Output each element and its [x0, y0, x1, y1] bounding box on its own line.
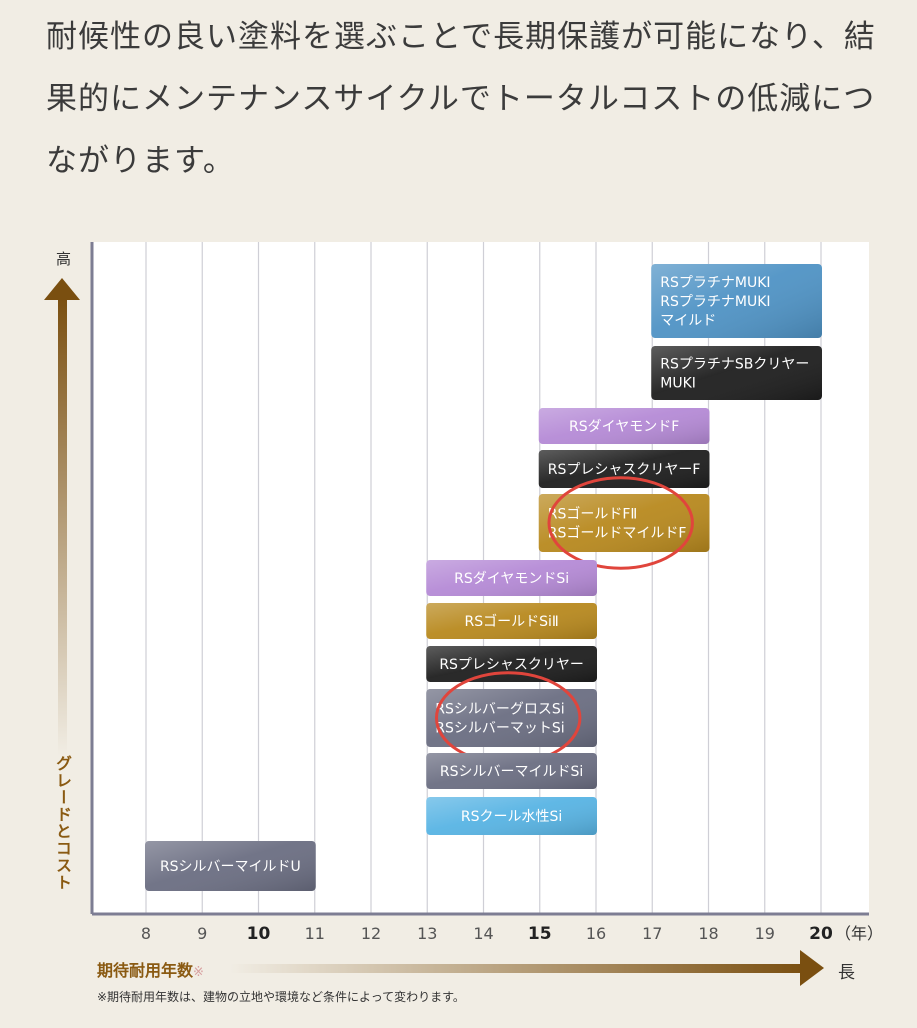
x-tick-label-16: 16	[586, 924, 606, 943]
x-tick-label-9: 9	[197, 924, 207, 943]
bar-label-8-1: RSプレシャスクリヤー	[439, 657, 584, 673]
y-axis-label: グレードとコスト	[53, 755, 72, 891]
bar-11: RSクール水性Si	[426, 797, 597, 835]
y-axis-top-label: 高	[56, 250, 72, 268]
intro-paragraph: 耐候性の良い塗料を選ぶことで長期保護が可能になり、結果的にメンテナンスサイクルで…	[46, 19, 876, 179]
bar-3: RSダイヤモンドF	[538, 408, 710, 444]
x-tick-label-17: 17	[642, 924, 662, 943]
bar-label-3-1: RSダイヤモンドF	[569, 419, 679, 435]
bar-label-9-1: RSシルバーグロスSi	[435, 702, 564, 718]
x-tick-label-10: 10	[247, 924, 271, 944]
bar-gloss-8	[426, 646, 597, 682]
durability-chart: 8 9 10 11 12 13 14 15 16 17 18 19 20 （年） RSプラチナMUKIRS…	[44, 242, 883, 986]
x-tick-label-15: 15	[528, 924, 552, 944]
y-axis-arrow-shaft	[58, 296, 67, 756]
bar-label-1-3: マイルド	[660, 313, 716, 329]
bar-gloss-1	[651, 264, 822, 338]
bar-5: RSゴールドFⅡ RSゴールドマイルドF	[538, 476, 710, 570]
x-axis-arrow-head	[800, 950, 824, 986]
x-axis-title-text: 期待耐用年数	[97, 961, 194, 980]
bar-gloss-9	[426, 689, 597, 747]
bar-label-2-1: RSプラチナSBクリヤー	[660, 357, 809, 373]
bar-7: RSゴールドSiⅡ	[426, 603, 597, 639]
x-axis-end-label: 長	[838, 963, 855, 983]
x-axis-arrow-shaft	[230, 964, 805, 973]
bar-gloss-6	[426, 560, 597, 596]
bar-1: RSプラチナMUKI RSプラチナMUKI マイルド	[651, 264, 822, 338]
bar-gloss-4	[538, 450, 710, 488]
bar-gloss-5	[538, 494, 710, 552]
x-tick-label-12: 12	[361, 924, 381, 943]
x-tick-label-18: 18	[698, 924, 718, 943]
bar-9: RSシルバーグロスSi RSシルバーマットSi	[426, 671, 597, 765]
bar-label-7-1: RSゴールドSiⅡ	[464, 613, 558, 630]
bar-label-12-1: RSシルバーマイルドU	[160, 859, 301, 875]
bar-label-6-1: RSダイヤモンドSi	[454, 571, 569, 587]
x-tick-label-14: 14	[473, 924, 493, 943]
bar-12: RSシルバーマイルドU	[145, 841, 316, 891]
highlight-circle-5	[547, 476, 694, 570]
bar-gloss-2	[651, 346, 822, 400]
x-tick-label-19: 19	[755, 924, 775, 943]
bar-4: RSプレシャスクリヤーF	[538, 450, 710, 488]
footnote: ※期待耐用年数は、建物の立地や環境など条件によって変わります。	[97, 990, 465, 1004]
bar-label-11-1: RSクール水性Si	[461, 809, 562, 825]
y-axis-arrow-head	[44, 278, 80, 300]
bar-label-2-2: MUKI	[660, 376, 696, 392]
chart-container: 8 9 10 11 12 13 14 15 16 17 18 19 20 （年） RSプラチナMUKI RS…	[0, 238, 917, 1024]
x-tick-label-13: 13	[417, 924, 437, 943]
bar-6: RSダイヤモンドSi	[426, 560, 597, 596]
bar-8: RSプレシャスクリヤー	[426, 646, 597, 682]
bar-label-1-1: RSプラチナMUKI	[660, 275, 770, 291]
x-tick-label-8: 8	[141, 924, 151, 943]
bar-gloss-7	[426, 603, 597, 639]
bar-label-10-1: RSシルバーマイルドSi	[440, 764, 583, 780]
bar-label-4-1: RSプレシャスクリヤーF	[548, 462, 701, 478]
bar-10: RSシルバーマイルドSi	[426, 753, 597, 789]
bar-gloss-11	[426, 797, 597, 835]
x-tick-label-11: 11	[305, 924, 325, 943]
x-tick-label-20: 20	[809, 924, 833, 944]
bar-gloss-10	[426, 753, 597, 789]
bar-label-5-2: RSゴールドマイルドF	[548, 525, 687, 542]
bar-2: RSプラチナSBクリヤー MUKI	[651, 346, 822, 400]
x-unit-label: （年）	[835, 924, 883, 943]
bar-label-5-1: RSゴールドFⅡ	[548, 506, 638, 523]
bars: RSプラチナMUKI RSプラチナMUKI マイルド RSプラチナSBクリヤー MUKI…	[145, 264, 822, 891]
bar-gloss-3	[538, 408, 710, 444]
bar-gloss-12	[145, 841, 316, 891]
x-axis-title-mark: ※	[193, 965, 204, 980]
bar-label-1-2: RSプラチナMUKI	[660, 294, 770, 310]
x-axis-title: 期待耐用年数※	[97, 957, 204, 981]
x-tick-labels: 8 9 10 11 12 13 14 15 16 17 18 19 20 （年）	[141, 924, 883, 944]
bar-label-9-2: RSシルバーマットSi	[435, 721, 564, 737]
